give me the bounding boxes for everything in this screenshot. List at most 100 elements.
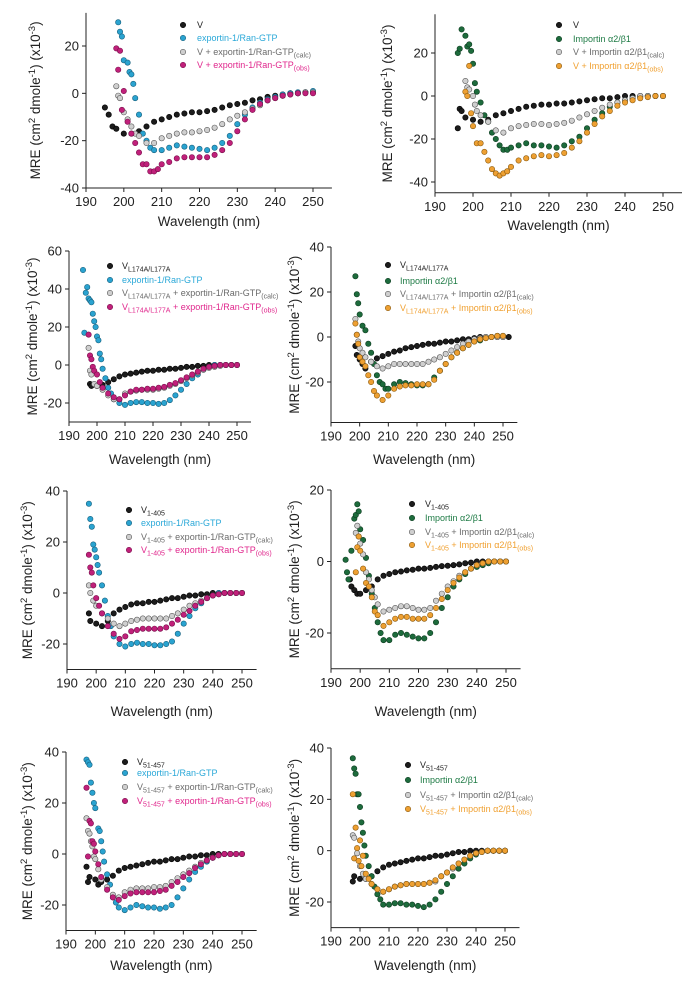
data-point [173,142,180,149]
y-axis-title: MRE (cm2 dmole-1) (x10-3) [379,25,395,183]
y-axis-title-part: -1 [19,549,30,557]
data-point [644,94,651,101]
data-point [150,399,157,406]
data-point [181,154,188,161]
y-tick-label: -20 [60,133,79,148]
data-point [117,47,124,54]
legend-label-part: V [420,804,426,814]
data-point [436,354,443,361]
data-point [391,883,398,890]
data-point [139,615,146,622]
legend-label-part: exportin-1/Ran-GTP [197,33,278,43]
data-point [93,595,100,602]
legend-label: exportin-1/Ran-GTP [141,518,222,528]
data-point [413,360,420,367]
data-point [84,284,91,291]
legend-marker [408,514,415,521]
legend-label-part: V [141,532,147,542]
data-point [374,891,381,898]
data-point [362,363,369,370]
data-point [163,615,170,622]
data-point [443,869,450,876]
x-tick-label: 200 [113,194,135,209]
legend-label-part: V [400,303,406,313]
data-point [173,155,180,162]
data-point [427,629,434,636]
data-point [102,375,109,382]
data-point [396,360,403,367]
legend-label: V [197,20,203,30]
data-point [241,116,248,123]
data-point [591,108,598,115]
data-point [86,830,93,837]
x-tick-label: 220 [406,429,428,444]
y-tick-label: 20 [65,39,79,54]
y-axis-title-part: -3 [19,767,30,775]
legend-label-part: exportin-1/Ran-GTP [137,768,218,778]
data-point [561,150,568,157]
data-point [545,143,552,150]
data-point [180,873,187,880]
data-point [356,875,363,882]
y-tick-label: 20 [48,320,62,335]
data-point [438,888,445,895]
data-point [96,827,103,834]
x-tick-label: 210 [378,934,400,949]
data-point [93,620,100,627]
x-tick-label: 240 [614,199,636,214]
data-point [380,622,387,629]
x-tick-label: 200 [462,199,484,214]
data-point [485,118,492,125]
x-tick-label: 200 [85,676,107,691]
data-point [349,791,356,798]
data-point [133,386,140,393]
data-point [186,853,193,860]
data-point [186,612,193,619]
data-point [145,904,152,911]
data-point [116,640,123,647]
data-point [614,94,621,101]
data-point [166,381,173,388]
data-point [362,327,369,334]
data-point [538,121,545,128]
data-point [113,83,120,90]
y-tick-label: -40 [409,175,428,190]
data-point [473,562,480,569]
data-point [110,630,117,637]
y-axis-title-part: MRE (cm [20,864,35,920]
data-point [156,887,163,894]
data-point [354,501,361,508]
data-point [454,349,461,356]
data-point [196,128,203,135]
chart-panel-g: 190 200 210 220 230 240 25040200-20Wavelength … [19,745,273,974]
data-point [85,331,92,338]
data-point [385,385,392,392]
data-point [425,358,432,365]
data-point [386,606,393,613]
data-point [356,311,363,318]
data-point [553,144,560,151]
data-point [227,850,234,857]
legend-label: V [573,20,579,30]
data-point [553,152,560,159]
data-point [105,111,112,118]
data-point [143,161,150,168]
data-point [355,791,362,798]
legend-label-part: (calc) [256,788,273,795]
data-point [204,595,211,602]
data-point [219,140,226,147]
x-axis-title: Wavelength (nm) [375,704,477,719]
data-point [122,633,129,640]
legend-label-part: V [420,760,426,770]
x-tick-label: 220 [144,676,166,691]
legend-label-part: 1-405 [431,533,449,540]
data-point [421,565,428,572]
data-point [151,615,158,622]
legend-label-part: (obs) [517,309,533,316]
data-point [459,345,466,352]
data-point [368,349,375,356]
data-point [239,850,246,857]
data-point [144,399,151,406]
x-tick-label: 210 [151,194,173,209]
data-point [161,383,168,390]
